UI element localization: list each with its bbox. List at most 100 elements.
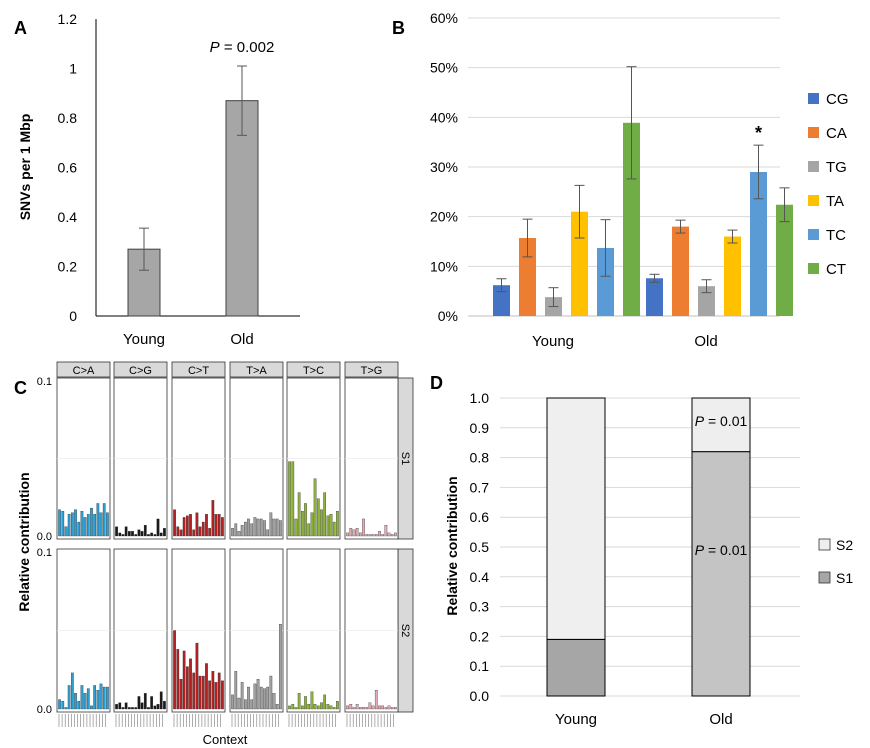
context-bar — [387, 705, 391, 710]
context-bar — [310, 512, 314, 537]
context-bar — [198, 526, 202, 537]
stacked-bar-s1-old — [691, 451, 751, 697]
context-bar — [185, 515, 189, 537]
context-bar — [179, 679, 183, 710]
facet-strip-3 — [229, 361, 284, 378]
context-bar — [208, 680, 211, 710]
context-bar — [247, 686, 250, 710]
bar-tc-old — [750, 171, 767, 316]
bar-old — [225, 100, 259, 317]
context-bar — [182, 650, 186, 710]
stacked-bar-s2-young — [546, 397, 606, 640]
context-bar — [394, 532, 397, 537]
p-italic: P — [695, 542, 705, 558]
x-axis-label: Context — [203, 732, 248, 747]
context-bar — [231, 528, 234, 537]
p-value: = 0.01 — [704, 413, 747, 429]
bar-ct-old — [776, 204, 793, 316]
y-tick-label: 50% — [430, 60, 458, 76]
bar-ta-old — [724, 236, 741, 316]
bar-ca-young — [519, 238, 536, 316]
p-value: = 0.01 — [704, 542, 747, 558]
context-bar — [368, 534, 372, 537]
context-bar — [90, 705, 93, 710]
context-bar — [387, 532, 391, 537]
legend-label-ta: TA — [826, 193, 844, 210]
context-bar — [99, 683, 103, 710]
context-bar — [134, 707, 138, 710]
context-bar — [300, 705, 304, 710]
context-bar — [256, 679, 260, 710]
context-bar — [291, 461, 295, 537]
context-bar — [272, 693, 276, 710]
context-bar — [362, 518, 365, 537]
context-bar — [279, 520, 282, 537]
context-bar — [250, 699, 254, 710]
context-bar — [217, 672, 221, 710]
context-bar — [179, 529, 183, 537]
context-bar — [371, 534, 375, 537]
x-tick-label: Young — [555, 711, 597, 728]
y-tick-label: 30% — [430, 159, 458, 175]
context-bar — [211, 500, 215, 537]
context-bar — [127, 707, 131, 710]
context-bar — [201, 675, 205, 710]
context-bar — [320, 702, 323, 710]
context-bar — [74, 509, 77, 537]
y-tick-label: 0.1 — [37, 376, 52, 388]
context-bar — [115, 704, 118, 710]
context-bar — [378, 705, 381, 710]
facet-row-label: S2 — [399, 624, 411, 637]
bar-cg-young — [493, 285, 510, 316]
p-italic: P — [695, 413, 705, 429]
y-tick-label: 0.2 — [470, 628, 490, 644]
legend-label-s1: S1 — [836, 570, 853, 586]
context-bar — [159, 691, 163, 710]
context-bar — [365, 534, 369, 537]
context-bar — [349, 528, 353, 537]
context-bar — [134, 534, 138, 537]
y-tick-label: 0.8 — [58, 110, 78, 126]
context-bar — [263, 688, 266, 710]
context-bar — [124, 702, 128, 710]
context-bar — [137, 529, 141, 537]
context-bar — [336, 701, 339, 710]
context-bar — [189, 658, 192, 710]
y-axis-label: SNVs per 1 Mbp — [17, 114, 33, 221]
context-bar — [99, 512, 103, 537]
context-bar — [288, 705, 291, 710]
context-bar — [313, 478, 317, 537]
context-bar — [221, 517, 224, 537]
context-bar — [384, 525, 388, 537]
context-bar — [300, 511, 304, 537]
y-tick-label: 10% — [430, 258, 458, 274]
facet-column-label: C>T — [188, 365, 209, 377]
stacked-bar-s2-old — [691, 397, 751, 453]
context-bar — [362, 707, 365, 710]
legend-swatch-ca — [808, 127, 819, 138]
context-bar — [150, 696, 153, 710]
context-bar — [140, 702, 144, 710]
context-bar — [378, 531, 381, 537]
context-bar — [384, 707, 388, 710]
context-bar — [201, 521, 205, 537]
context-bar — [143, 693, 147, 710]
facet-column-label: C>A — [73, 365, 95, 377]
context-bar — [173, 630, 176, 710]
facet-column-label: T>A — [246, 365, 267, 377]
context-bar — [71, 672, 74, 710]
bar-ca-old — [672, 226, 689, 316]
context-bar — [374, 690, 378, 710]
facet-strip-1 — [113, 361, 168, 378]
context-bar — [346, 705, 349, 710]
y-tick-label: 0 — [69, 308, 77, 324]
context-bar — [106, 686, 109, 710]
legend-swatch-tg — [808, 161, 819, 172]
context-bar — [320, 509, 323, 537]
context-bar — [189, 514, 192, 537]
context-bar — [272, 518, 276, 537]
bar-tg-old — [698, 286, 715, 316]
context-bar — [86, 514, 90, 537]
context-bar — [131, 707, 134, 710]
context-bar — [304, 503, 307, 537]
